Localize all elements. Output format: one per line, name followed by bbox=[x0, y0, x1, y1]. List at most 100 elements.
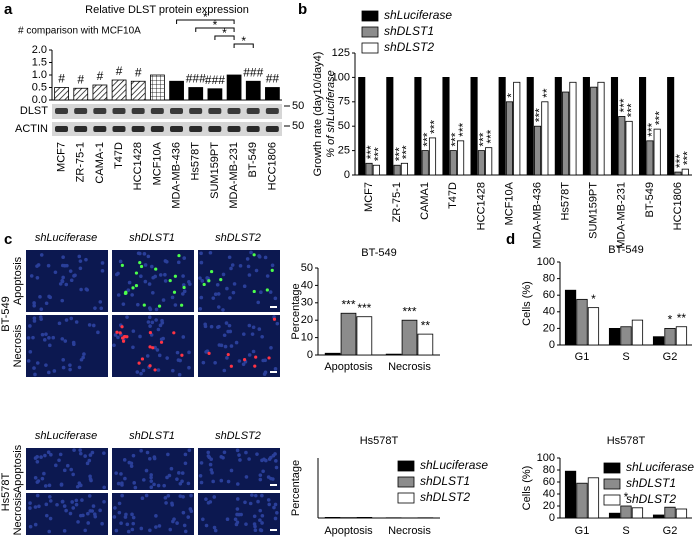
nucleus bbox=[210, 470, 214, 475]
legend-label: shLuciferase bbox=[626, 460, 694, 474]
significance-label: *** bbox=[484, 129, 498, 143]
x-tick-label: S bbox=[622, 525, 629, 537]
legend-label: shDLST1 bbox=[420, 474, 470, 488]
y-tick-label: 20 bbox=[543, 322, 555, 334]
bar bbox=[526, 77, 534, 176]
nucleus bbox=[154, 307, 159, 312]
nucleus bbox=[127, 280, 132, 285]
nucleus bbox=[78, 259, 83, 263]
stained-cell bbox=[270, 268, 274, 272]
nucleus bbox=[139, 371, 143, 376]
stained-cell bbox=[121, 339, 126, 343]
nucleus bbox=[28, 501, 32, 505]
nucleus bbox=[61, 255, 65, 260]
nucleus bbox=[187, 365, 191, 370]
nucleus bbox=[42, 338, 47, 342]
bar bbox=[631, 507, 644, 519]
nucleus bbox=[40, 332, 45, 337]
panel-letter: a bbox=[4, 1, 13, 18]
nucleus bbox=[175, 477, 179, 481]
x-tick-label: G2 bbox=[663, 525, 678, 537]
nucleus bbox=[142, 478, 146, 482]
legend-label: shDLST2 bbox=[420, 490, 470, 504]
nucleus bbox=[68, 269, 73, 273]
x-tick-label: Apoptosis bbox=[324, 361, 373, 373]
x-tick-label: G1 bbox=[575, 351, 590, 363]
nucleus bbox=[255, 452, 259, 456]
x-tick-label: ZR-75-1 bbox=[75, 142, 87, 182]
significance-label: ### bbox=[243, 65, 263, 79]
legend-swatch bbox=[361, 26, 379, 38]
stained-cell bbox=[219, 278, 223, 282]
bar bbox=[620, 505, 632, 519]
y-tick-label: 40 bbox=[301, 279, 313, 291]
nucleus bbox=[160, 318, 164, 323]
legend-label: shLuciferase bbox=[420, 458, 488, 472]
nucleus bbox=[237, 453, 241, 457]
nucleus bbox=[163, 279, 168, 283]
bar bbox=[498, 77, 506, 176]
nucleus bbox=[153, 345, 157, 350]
nucleus bbox=[28, 324, 32, 328]
nucleus bbox=[248, 501, 253, 506]
micrograph bbox=[26, 315, 108, 377]
panel-letter: c bbox=[4, 231, 12, 248]
nucleus bbox=[173, 303, 178, 307]
stained-cell bbox=[180, 303, 184, 307]
bar bbox=[653, 128, 661, 176]
nucleus bbox=[143, 263, 148, 267]
image-column-label: shLuciferase bbox=[35, 232, 97, 244]
nucleus bbox=[178, 358, 182, 363]
nucleus bbox=[61, 358, 66, 362]
y-tick-label: 0.0 bbox=[32, 94, 47, 106]
nucleus bbox=[148, 307, 153, 312]
nucleus bbox=[61, 275, 65, 280]
nucleus bbox=[147, 315, 152, 320]
nucleus bbox=[272, 505, 276, 510]
nucleus bbox=[152, 482, 156, 487]
blot bbox=[52, 104, 282, 119]
x-tick-label: Apoptosis bbox=[324, 525, 373, 537]
nucleus bbox=[98, 508, 102, 513]
nucleus bbox=[114, 528, 119, 533]
nucleus bbox=[93, 512, 97, 516]
stained-cell bbox=[148, 345, 152, 349]
nucleus bbox=[246, 264, 251, 269]
blot-label: ACTIN bbox=[15, 123, 48, 135]
nucleus bbox=[200, 279, 205, 283]
nucleus bbox=[250, 332, 255, 336]
nucleus bbox=[62, 263, 67, 268]
nucleus bbox=[164, 501, 168, 505]
nucleus bbox=[266, 498, 271, 502]
micrograph bbox=[198, 315, 280, 377]
image-column-label: shDLST1 bbox=[129, 232, 175, 244]
nucleus bbox=[199, 251, 203, 256]
stained-cell bbox=[182, 285, 186, 290]
y-axis-label: Percentage bbox=[290, 460, 302, 516]
nucleus bbox=[32, 366, 36, 370]
nucleus bbox=[62, 504, 67, 508]
stained-cell bbox=[207, 351, 211, 355]
nucleus bbox=[181, 510, 186, 515]
nucleus bbox=[52, 369, 57, 373]
nucleus bbox=[241, 332, 246, 336]
nucleus bbox=[131, 345, 135, 350]
nucleus bbox=[87, 458, 92, 463]
nucleus bbox=[249, 250, 253, 255]
bar bbox=[667, 77, 675, 176]
bar bbox=[386, 77, 394, 176]
nucleus bbox=[78, 266, 83, 271]
bar bbox=[130, 80, 146, 101]
significance-label: ### bbox=[186, 72, 206, 86]
blot-band bbox=[131, 126, 145, 132]
nucleus bbox=[33, 476, 38, 480]
bar bbox=[610, 77, 619, 176]
stained-cell bbox=[252, 289, 256, 294]
bar bbox=[631, 319, 644, 346]
x-tick-label: MCF10A bbox=[503, 181, 515, 225]
comparison-bracket bbox=[214, 35, 235, 40]
blot-band bbox=[208, 126, 222, 132]
legend-swatch bbox=[603, 462, 621, 474]
nucleus bbox=[48, 516, 53, 521]
nucleus bbox=[116, 335, 120, 340]
